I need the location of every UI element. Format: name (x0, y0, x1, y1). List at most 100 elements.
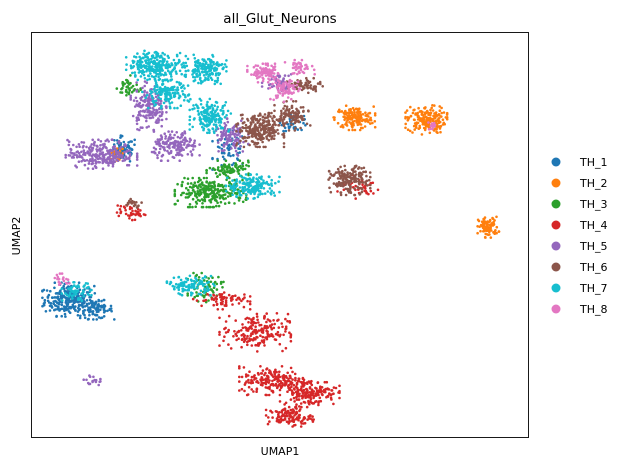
data-point (368, 118, 371, 121)
data-point (438, 114, 441, 117)
data-point (149, 92, 153, 95)
data-point (303, 381, 307, 385)
data-point (160, 114, 163, 117)
data-point (345, 187, 349, 191)
data-point (226, 120, 230, 124)
data-point (231, 193, 234, 197)
data-point (223, 116, 227, 119)
data-point (312, 418, 316, 421)
data-point (481, 222, 485, 226)
data-point (297, 65, 301, 69)
data-point (414, 112, 418, 115)
data-point (75, 285, 78, 289)
data-point (211, 127, 214, 130)
data-point (227, 151, 231, 155)
data-point (208, 131, 211, 135)
data-point (184, 61, 188, 65)
data-point (101, 155, 105, 158)
data-point (84, 282, 88, 285)
data-point (208, 118, 211, 122)
data-point (241, 117, 244, 120)
data-point (189, 150, 193, 153)
data-point (272, 131, 275, 135)
data-point (264, 382, 268, 386)
data-point (229, 186, 233, 190)
data-point (58, 292, 61, 296)
data-point (157, 102, 160, 105)
data-point (206, 131, 209, 135)
data-point (218, 333, 221, 336)
data-point (101, 146, 105, 149)
data-point (151, 116, 155, 119)
data-point (221, 286, 224, 289)
data-point (80, 150, 83, 154)
data-point (196, 60, 200, 64)
data-point (306, 382, 309, 386)
data-point (362, 170, 365, 174)
data-point (406, 128, 410, 131)
data-point (246, 119, 250, 122)
data-point (227, 293, 231, 297)
data-point (65, 282, 69, 285)
data-point (255, 350, 259, 353)
data-point (201, 187, 204, 191)
data-point (366, 184, 369, 187)
data-point (296, 128, 300, 131)
data-point (492, 231, 495, 234)
data-point (210, 60, 214, 64)
data-point (63, 309, 66, 313)
data-point (41, 289, 44, 293)
data-point (244, 375, 248, 378)
data-point (238, 365, 241, 368)
data-point (273, 373, 277, 376)
data-point (198, 193, 202, 197)
data-point (278, 400, 282, 403)
data-point (298, 392, 301, 396)
data-point (143, 91, 146, 94)
data-point (364, 182, 368, 185)
data-point (197, 276, 201, 279)
data-point (94, 162, 98, 165)
data-point (247, 185, 251, 189)
data-point (268, 69, 272, 73)
data-point (273, 377, 277, 381)
data-point (109, 158, 113, 162)
data-point (137, 102, 141, 106)
data-point (261, 140, 264, 144)
data-point (167, 137, 170, 140)
data-point (292, 91, 295, 94)
data-point (268, 134, 272, 138)
data-point (178, 150, 181, 153)
data-point (87, 302, 91, 305)
data-point (202, 176, 206, 180)
data-point (413, 128, 417, 131)
data-point (184, 138, 187, 141)
data-point (270, 111, 273, 115)
data-point (126, 214, 130, 217)
data-point (314, 87, 317, 91)
data-point (271, 383, 275, 386)
data-point (336, 190, 339, 193)
data-point (234, 294, 237, 298)
data-point (272, 319, 275, 322)
data-point (195, 294, 199, 298)
data-point (159, 99, 163, 103)
data-point (299, 68, 303, 72)
data-point (305, 76, 308, 80)
data-point (270, 182, 273, 185)
data-point (251, 332, 254, 336)
data-point (137, 65, 140, 68)
data-point (222, 193, 225, 197)
data-point (200, 113, 204, 116)
data-point (80, 299, 84, 303)
data-point (293, 121, 297, 125)
data-point (129, 98, 132, 101)
data-point (276, 333, 280, 337)
data-point (219, 109, 222, 112)
data-point (161, 51, 164, 55)
data-point (162, 73, 166, 77)
data-point (209, 62, 212, 66)
data-point (210, 71, 214, 75)
data-point (319, 388, 323, 392)
data-point (294, 379, 297, 382)
